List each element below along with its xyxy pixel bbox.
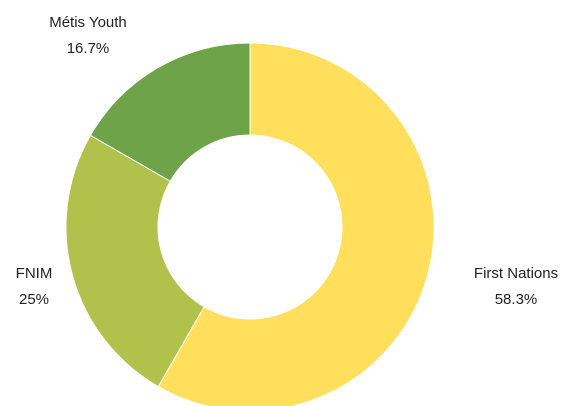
- slice-value-metis-youth: 16.7%: [67, 40, 110, 57]
- slice-first-nations: [157, 42, 435, 406]
- slice-label-fnim: FNIM: [16, 265, 53, 282]
- slice-value-fnim: 25%: [19, 291, 49, 308]
- slice-fnim: [65, 134, 205, 388]
- slice-value-first-nations: 58.3%: [495, 291, 538, 308]
- slice-label-metis-youth: Métis Youth: [49, 14, 127, 31]
- slice-labels: First Nations 58.3% FNIM 25% Métis Youth 16.7…: [16, 14, 558, 308]
- slice-metis-youth: [89, 42, 251, 182]
- slice-label-first-nations: First Nations: [474, 265, 558, 282]
- donut-slices: [65, 42, 435, 406]
